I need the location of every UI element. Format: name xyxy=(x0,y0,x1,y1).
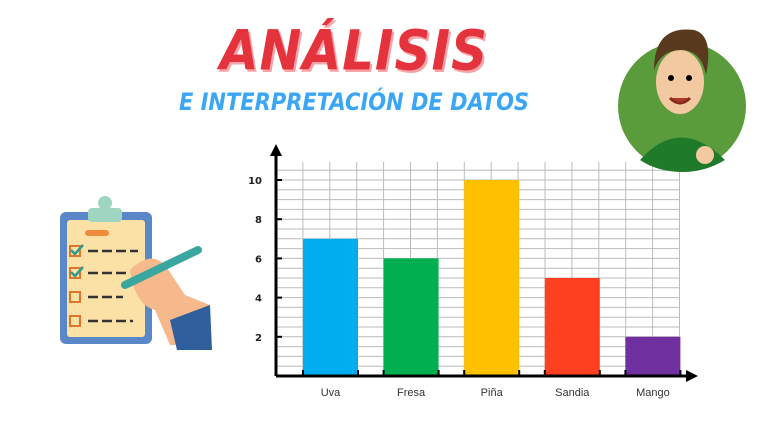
clipboard-icon xyxy=(60,196,212,350)
bar-piña xyxy=(464,180,520,376)
bar-uva xyxy=(303,238,358,376)
y-tick-label: 10 xyxy=(248,176,262,187)
page-subtitle: E INTERPRETACIÓN DE DATOS xyxy=(178,88,530,116)
x-tick-label: Uva xyxy=(321,387,341,399)
x-tick-label: Fresa xyxy=(397,387,426,399)
avatar xyxy=(618,29,746,172)
y-axis-arrow xyxy=(270,144,282,156)
bar-fresa xyxy=(383,258,439,376)
x-tick-label: Sandia xyxy=(555,387,590,399)
y-tick-label: 4 xyxy=(255,294,262,305)
x-tick-label: Piña xyxy=(481,387,504,399)
y-tick-label: 6 xyxy=(255,254,262,265)
bars xyxy=(303,180,681,376)
x-tick-label: Mango xyxy=(636,387,670,399)
y-tick-label: 2 xyxy=(255,333,262,344)
page-title: ANÁLISIS xyxy=(219,19,489,83)
x-axis-arrow xyxy=(686,370,698,382)
axes xyxy=(270,144,698,382)
bar-sandia xyxy=(544,278,600,376)
y-tick-label: 8 xyxy=(255,215,262,226)
bar-mango xyxy=(625,336,681,376)
